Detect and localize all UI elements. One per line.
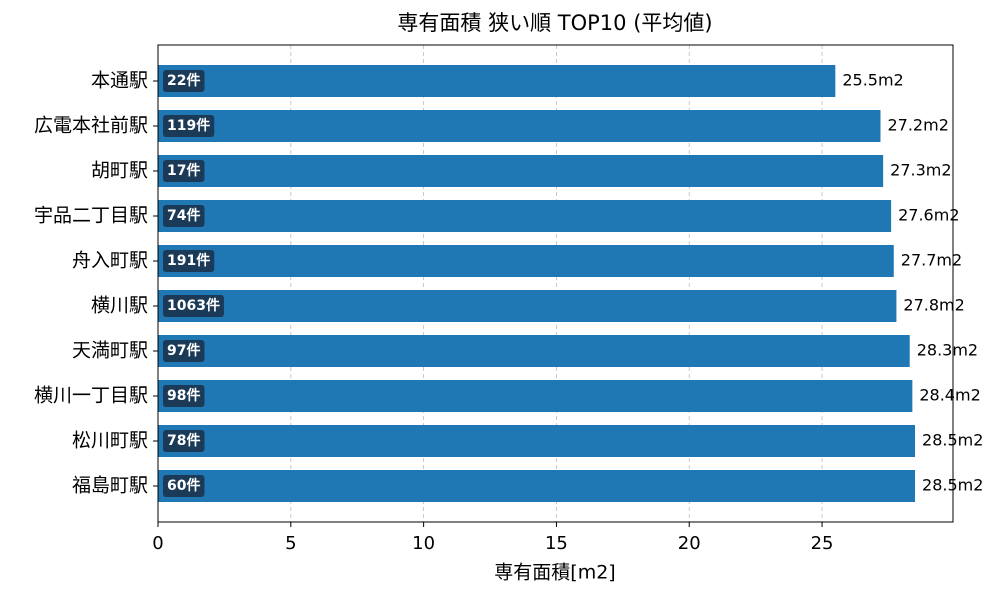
bar bbox=[158, 65, 836, 97]
y-tick-label: 広電本社前駅 bbox=[34, 115, 148, 137]
bar bbox=[158, 290, 897, 322]
y-tick-label: 舟入町駅 bbox=[72, 250, 148, 272]
y-tick-label: 松川町駅 bbox=[72, 430, 148, 452]
y-tick-label: 天満町駅 bbox=[72, 340, 148, 362]
bar bbox=[158, 335, 910, 367]
count-badge bbox=[163, 250, 215, 272]
value-label: 25.5m2 bbox=[842, 71, 903, 90]
bar bbox=[158, 380, 913, 412]
count-label: 22件 bbox=[167, 72, 200, 89]
chart-title: 専有面積 狭い順 TOP10 (平均値) bbox=[397, 11, 712, 35]
count-label: 191件 bbox=[167, 252, 210, 269]
bar bbox=[158, 155, 884, 187]
y-tick-label: 福島町駅 bbox=[72, 475, 148, 497]
bar bbox=[158, 110, 881, 142]
bar bbox=[158, 470, 916, 502]
x-tick-label: 20 bbox=[678, 533, 701, 554]
y-tick-label: 本通駅 bbox=[91, 70, 148, 92]
value-label: 27.2m2 bbox=[887, 116, 948, 135]
bar bbox=[158, 200, 892, 232]
value-label: 28.3m2 bbox=[917, 341, 978, 360]
count-label: 17件 bbox=[167, 162, 200, 179]
value-label: 27.6m2 bbox=[898, 206, 959, 225]
count-badge bbox=[163, 70, 205, 92]
count-badge bbox=[163, 475, 205, 497]
x-tick-label: 15 bbox=[545, 533, 568, 554]
x-tick-label: 0 bbox=[152, 533, 163, 554]
value-label: 27.3m2 bbox=[890, 161, 951, 180]
count-badge bbox=[163, 340, 205, 362]
x-tick-label: 25 bbox=[811, 533, 834, 554]
plot-frame bbox=[157, 44, 954, 523]
y-tick-label: 宇品二丁目駅 bbox=[34, 205, 148, 227]
x-axis-label: 専有面積[m2] bbox=[494, 562, 615, 584]
x-tick-label: 5 bbox=[285, 533, 296, 554]
count-badge bbox=[163, 430, 205, 452]
y-tick-label: 横川一丁目駅 bbox=[34, 385, 148, 407]
bar bbox=[158, 245, 894, 277]
y-tick-label: 胡町駅 bbox=[91, 160, 148, 182]
count-label: 60件 bbox=[167, 477, 200, 494]
count-badge bbox=[163, 295, 224, 317]
value-label: 28.4m2 bbox=[919, 386, 980, 405]
count-label: 78件 bbox=[167, 432, 200, 449]
count-badge bbox=[163, 115, 215, 137]
count-badge bbox=[163, 205, 205, 227]
value-label: 27.8m2 bbox=[903, 296, 964, 315]
count-label: 98件 bbox=[167, 387, 200, 404]
count-label: 119件 bbox=[167, 117, 210, 134]
value-label: 27.7m2 bbox=[901, 251, 962, 270]
count-label: 74件 bbox=[167, 207, 200, 224]
y-tick-label: 横川駅 bbox=[91, 295, 148, 317]
count-label: 97件 bbox=[167, 342, 200, 359]
count-label: 1063件 bbox=[167, 297, 220, 314]
x-tick-label: 10 bbox=[412, 533, 435, 554]
count-badge bbox=[163, 385, 205, 407]
bar bbox=[158, 425, 916, 457]
count-badge bbox=[163, 160, 205, 182]
